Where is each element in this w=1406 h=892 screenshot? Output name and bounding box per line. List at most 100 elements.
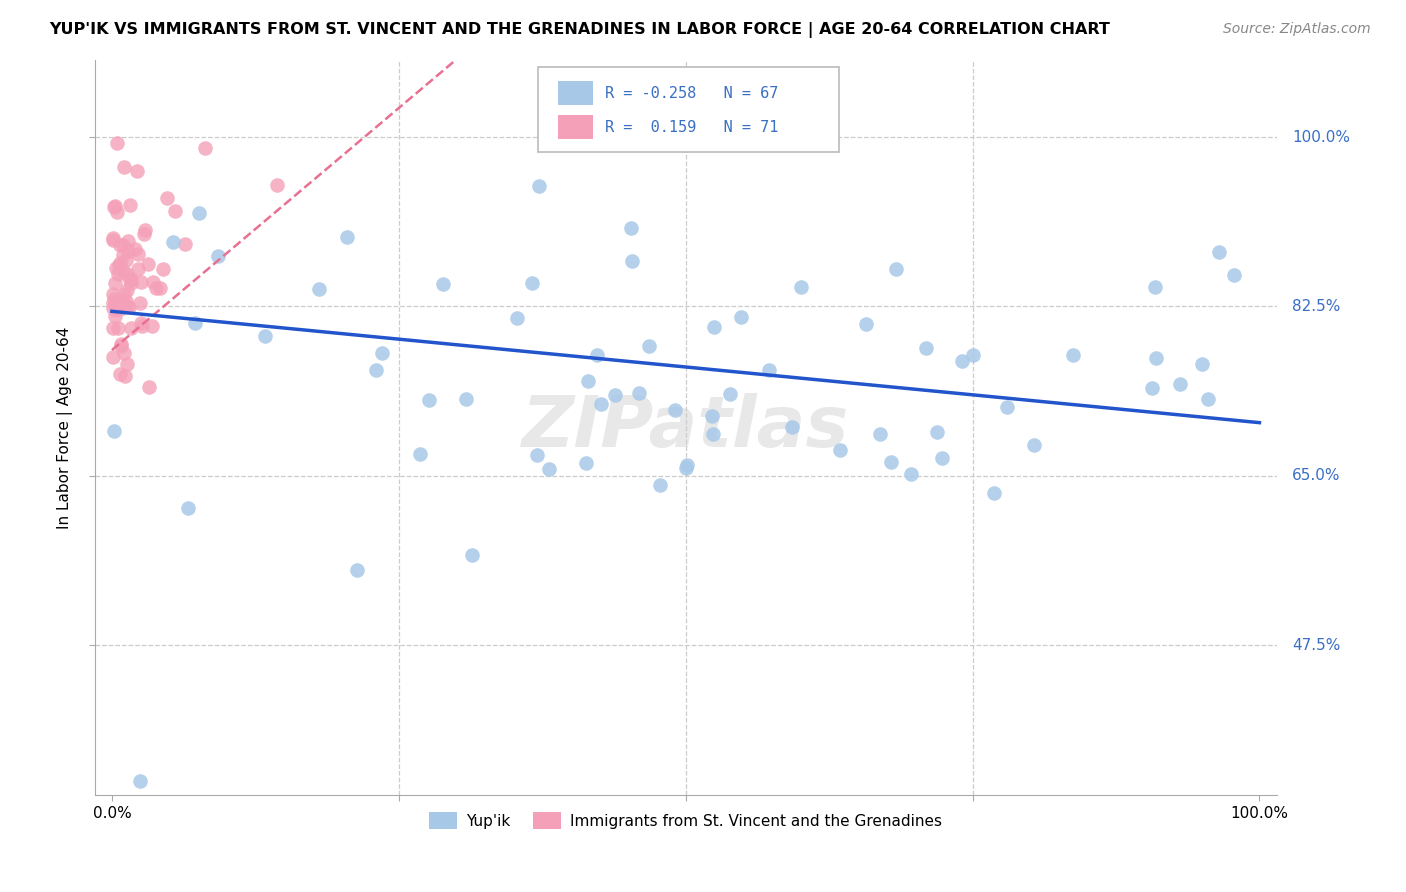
Point bbox=[124, 242, 146, 256]
Point bbox=[575, 456, 598, 470]
Point bbox=[152, 261, 174, 276]
Point bbox=[950, 353, 973, 368]
Point bbox=[703, 320, 725, 334]
Point bbox=[103, 350, 125, 364]
Point bbox=[207, 249, 229, 263]
Point bbox=[114, 369, 136, 384]
Text: 82.5%: 82.5% bbox=[1292, 299, 1340, 314]
Point bbox=[110, 336, 132, 351]
Point bbox=[627, 385, 650, 400]
Point bbox=[163, 203, 186, 218]
Point bbox=[1208, 245, 1230, 260]
Point bbox=[141, 318, 163, 333]
Point bbox=[107, 321, 129, 335]
Point bbox=[129, 773, 152, 788]
Point bbox=[145, 281, 167, 295]
Point bbox=[117, 357, 139, 371]
Point bbox=[620, 254, 643, 268]
Text: Source: ZipAtlas.com: Source: ZipAtlas.com bbox=[1223, 22, 1371, 37]
Point bbox=[103, 200, 125, 214]
Point bbox=[117, 234, 139, 248]
Point bbox=[120, 272, 142, 286]
Point bbox=[162, 235, 184, 249]
Point bbox=[869, 426, 891, 441]
Point bbox=[730, 310, 752, 325]
Point bbox=[461, 548, 484, 562]
Point bbox=[128, 295, 150, 310]
Point bbox=[117, 244, 139, 258]
Point bbox=[110, 293, 132, 308]
Point bbox=[1223, 268, 1246, 282]
Text: YUP'IK VS IMMIGRANTS FROM ST. VINCENT AND THE GRENADINES IN LABOR FORCE | AGE 20: YUP'IK VS IMMIGRANTS FROM ST. VINCENT AN… bbox=[49, 22, 1111, 38]
Point bbox=[702, 426, 724, 441]
Point bbox=[103, 233, 125, 247]
Point bbox=[780, 419, 803, 434]
Point bbox=[134, 222, 156, 236]
Legend: Yup'ik, Immigrants from St. Vincent and the Grenadines: Yup'ik, Immigrants from St. Vincent and … bbox=[423, 805, 948, 836]
Point bbox=[138, 380, 160, 394]
Point bbox=[111, 238, 134, 252]
Point bbox=[637, 339, 659, 353]
Point bbox=[927, 425, 949, 439]
Point bbox=[1170, 377, 1192, 392]
Point bbox=[112, 248, 135, 262]
Point bbox=[136, 257, 159, 271]
Point bbox=[105, 136, 128, 150]
Point bbox=[346, 563, 368, 577]
Point bbox=[900, 467, 922, 482]
Point bbox=[995, 400, 1018, 414]
Text: ZIPatlas: ZIPatlas bbox=[522, 393, 849, 462]
Point bbox=[506, 310, 529, 325]
Point bbox=[108, 258, 131, 272]
Point bbox=[366, 362, 388, 376]
Point bbox=[108, 238, 131, 252]
Point bbox=[156, 191, 179, 205]
Text: 100.0%: 100.0% bbox=[1292, 129, 1350, 145]
Point bbox=[129, 317, 152, 331]
Point bbox=[104, 276, 127, 290]
Point bbox=[1197, 392, 1219, 406]
Point bbox=[112, 160, 135, 174]
Point bbox=[101, 230, 124, 244]
Point bbox=[131, 319, 153, 334]
FancyBboxPatch shape bbox=[538, 67, 839, 152]
Point bbox=[664, 403, 686, 417]
Point bbox=[120, 321, 142, 335]
Point bbox=[120, 198, 142, 212]
Point bbox=[962, 348, 984, 362]
Point bbox=[603, 387, 626, 401]
Point bbox=[112, 345, 135, 359]
Point bbox=[576, 374, 599, 388]
Point bbox=[110, 339, 132, 353]
Y-axis label: In Labor Force | Age 20-64: In Labor Force | Age 20-64 bbox=[58, 326, 73, 529]
Point bbox=[114, 299, 136, 313]
Point bbox=[336, 230, 359, 244]
Point bbox=[183, 316, 205, 330]
Point bbox=[105, 294, 128, 309]
Point bbox=[114, 293, 136, 308]
Point bbox=[111, 301, 134, 315]
Point bbox=[790, 280, 813, 294]
Point bbox=[880, 455, 903, 469]
Point bbox=[125, 163, 148, 178]
Point bbox=[855, 317, 877, 331]
Point bbox=[104, 303, 127, 318]
Point bbox=[432, 277, 454, 292]
Point bbox=[529, 178, 551, 193]
Point bbox=[115, 253, 138, 268]
Point bbox=[149, 281, 172, 295]
Point bbox=[1024, 438, 1046, 452]
Point bbox=[931, 451, 953, 466]
Point bbox=[1191, 357, 1213, 371]
Point bbox=[174, 236, 197, 251]
Text: R =  0.159   N = 71: R = 0.159 N = 71 bbox=[606, 120, 779, 135]
Point bbox=[101, 296, 124, 310]
Point bbox=[676, 458, 699, 473]
Point bbox=[591, 397, 613, 411]
Point bbox=[103, 310, 125, 324]
Point bbox=[526, 448, 548, 462]
Point bbox=[409, 447, 432, 461]
Point bbox=[115, 299, 138, 313]
Point bbox=[538, 462, 561, 476]
Point bbox=[983, 486, 1005, 500]
